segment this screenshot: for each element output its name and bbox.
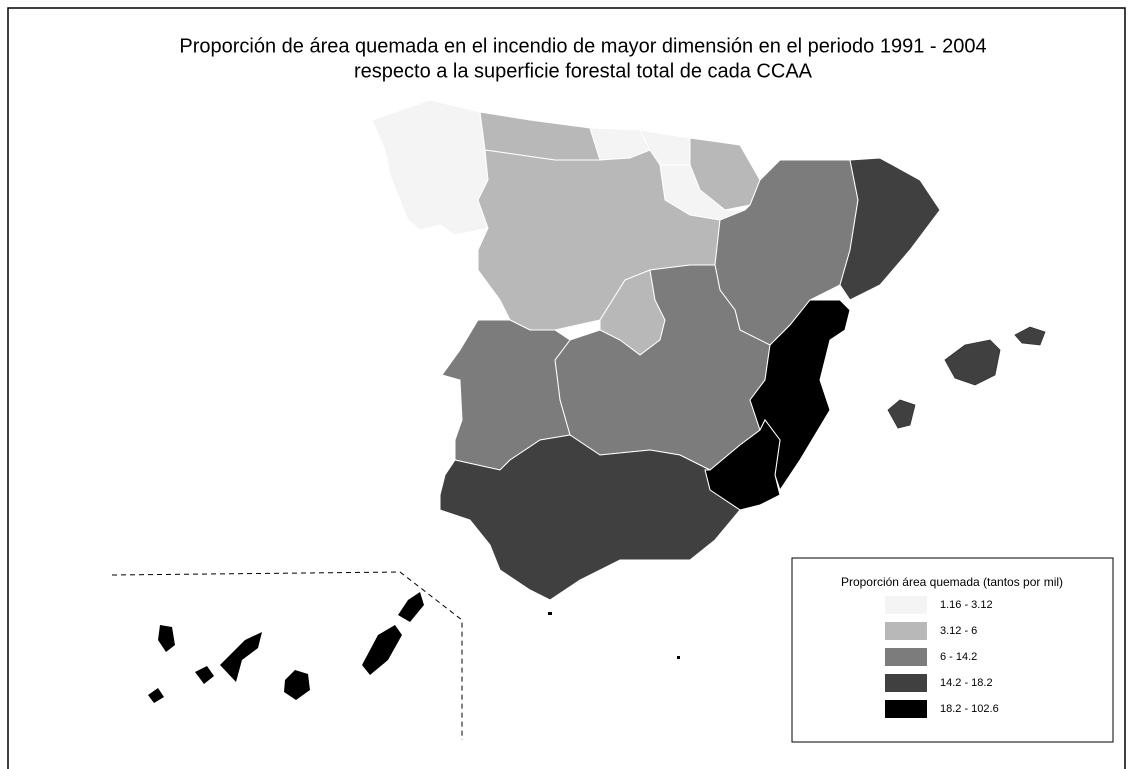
regions: [148, 99, 1046, 703]
region: [839, 157, 941, 301]
title-line: Proporción de área quemada en el incendi…: [179, 35, 986, 57]
legend-label: 18.2 - 102.6: [940, 703, 999, 715]
region: [944, 339, 1001, 386]
island: [195, 666, 214, 684]
region: [371, 99, 489, 236]
legend-label: 14.2 - 18.2: [940, 677, 993, 689]
region: [749, 299, 851, 492]
island: [362, 625, 402, 675]
island: [148, 688, 164, 703]
legend-label: 3.12 - 6: [940, 625, 977, 637]
island: [398, 592, 424, 622]
region: [439, 434, 741, 601]
legend-swatch: [885, 622, 927, 640]
legend-swatch: [885, 596, 927, 614]
island: [284, 670, 310, 700]
island: [158, 625, 175, 652]
islet: [548, 612, 552, 615]
legend-swatch: [885, 674, 927, 692]
legend-rows: 1.16 - 3.12 3.12 - 6 6 - 14.2 14.2 - 18.2 18…: [885, 596, 999, 718]
title-line: respecto a la superficie forestal total …: [354, 60, 813, 82]
frame: [7, 7, 1126, 769]
islet: [677, 656, 680, 659]
legend: Proporción área quemada (tantos por mil)…: [791, 557, 1114, 743]
legend-label: 6 - 14.2: [940, 651, 977, 663]
region: [1014, 326, 1046, 346]
canary-box: [111, 571, 463, 740]
region: [887, 399, 916, 429]
legend-box: [791, 557, 1114, 743]
canary-islands: [148, 592, 424, 703]
legend-swatch: [885, 648, 927, 666]
legend-title: Proporción área quemada (tantos por mil): [841, 575, 1063, 589]
island: [220, 632, 262, 682]
legend-swatch: [885, 700, 927, 718]
legend-label: 1.16 - 3.12: [940, 599, 993, 611]
